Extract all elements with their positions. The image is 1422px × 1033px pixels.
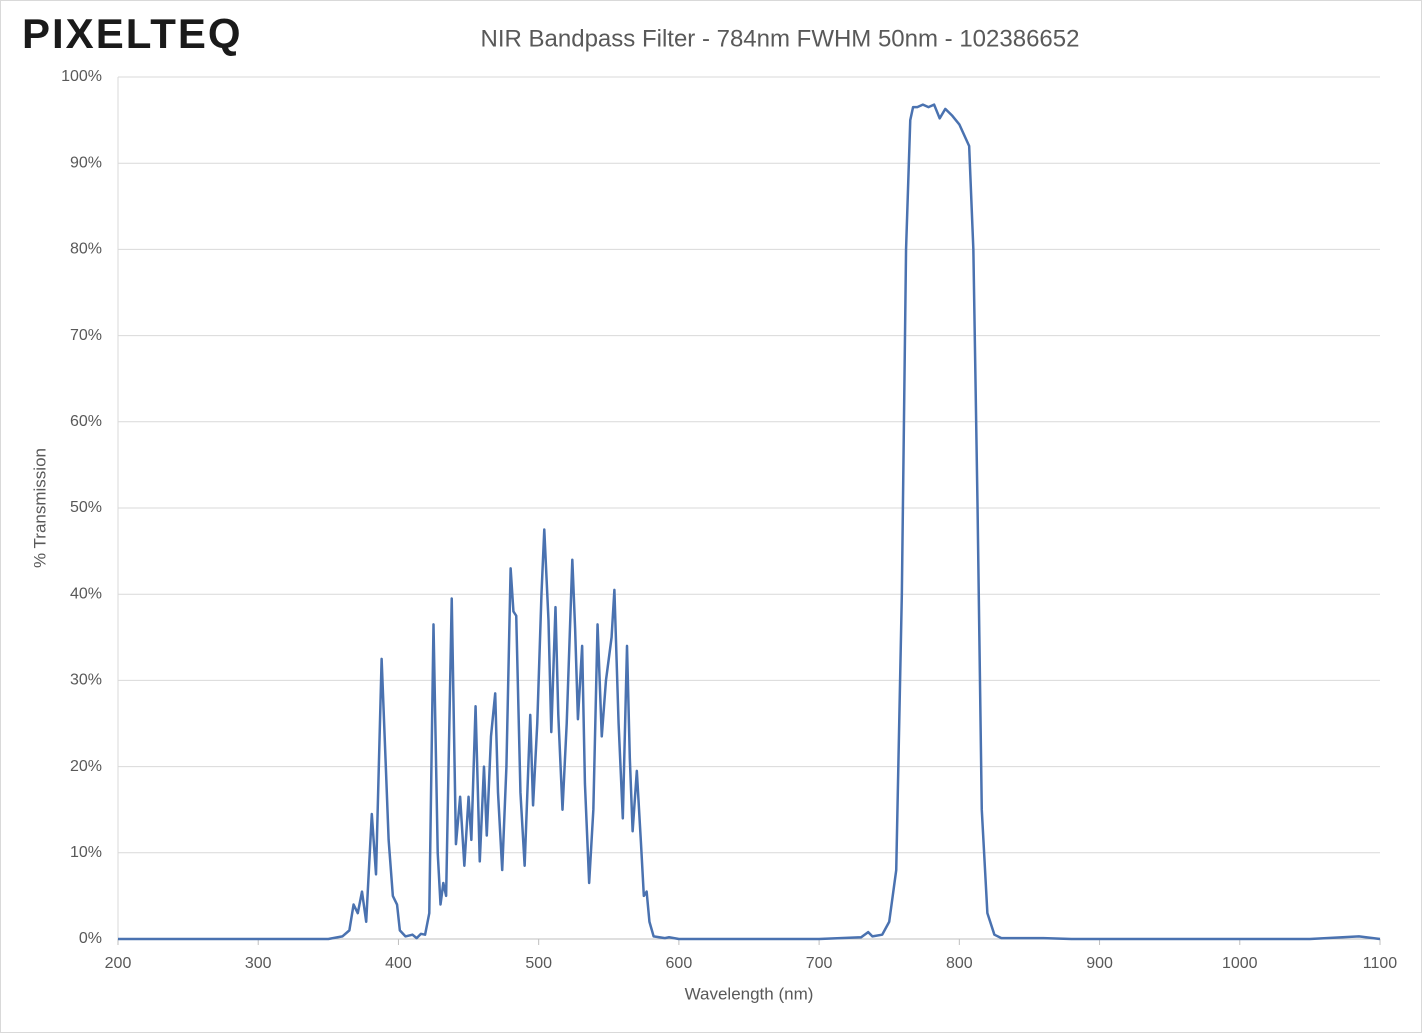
- y-tick-label: 0%: [79, 930, 102, 947]
- y-tick-label: 20%: [70, 758, 102, 775]
- x-tick-label: 800: [946, 955, 973, 972]
- y-axis-label: % Transmission: [30, 448, 49, 568]
- x-tick-label: 400: [385, 955, 412, 972]
- y-tick-label: 30%: [70, 672, 102, 689]
- y-tick-label: 100%: [61, 68, 102, 85]
- y-tick-label: 80%: [70, 241, 102, 258]
- x-tick-label: 600: [666, 955, 693, 972]
- chart-title: NIR Bandpass Filter - 784nm FWHM 50nm - …: [481, 25, 1080, 52]
- x-tick-label: 1000: [1222, 955, 1258, 972]
- x-tick-label: 500: [525, 955, 552, 972]
- y-tick-label: 90%: [70, 154, 102, 171]
- y-tick-label: 50%: [70, 499, 102, 516]
- series-line: [118, 103, 1381, 941]
- x-tick-label: 700: [806, 955, 833, 972]
- y-tick-label: 60%: [70, 413, 102, 430]
- logo: PIXELTEQ: [22, 10, 243, 57]
- x-axis-label: Wavelength (nm): [685, 984, 814, 1003]
- x-tick-label: 1100: [1363, 955, 1398, 972]
- x-tick-label: 200: [105, 955, 132, 972]
- y-tick-label: 70%: [70, 327, 102, 344]
- y-tick-label: 10%: [70, 844, 102, 861]
- y-tick-label: 40%: [70, 585, 102, 602]
- x-tick-label: 900: [1086, 955, 1113, 972]
- x-tick-label: 300: [245, 955, 272, 972]
